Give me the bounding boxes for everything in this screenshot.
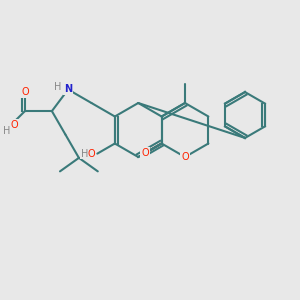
Text: H: H [81, 148, 88, 159]
Text: O: O [141, 148, 149, 158]
Text: H: H [3, 126, 10, 136]
Text: O: O [21, 87, 29, 97]
Text: N: N [64, 85, 72, 94]
Text: H: H [54, 82, 62, 92]
Text: O: O [181, 152, 189, 162]
Text: O: O [11, 120, 18, 130]
Text: O: O [88, 148, 95, 159]
